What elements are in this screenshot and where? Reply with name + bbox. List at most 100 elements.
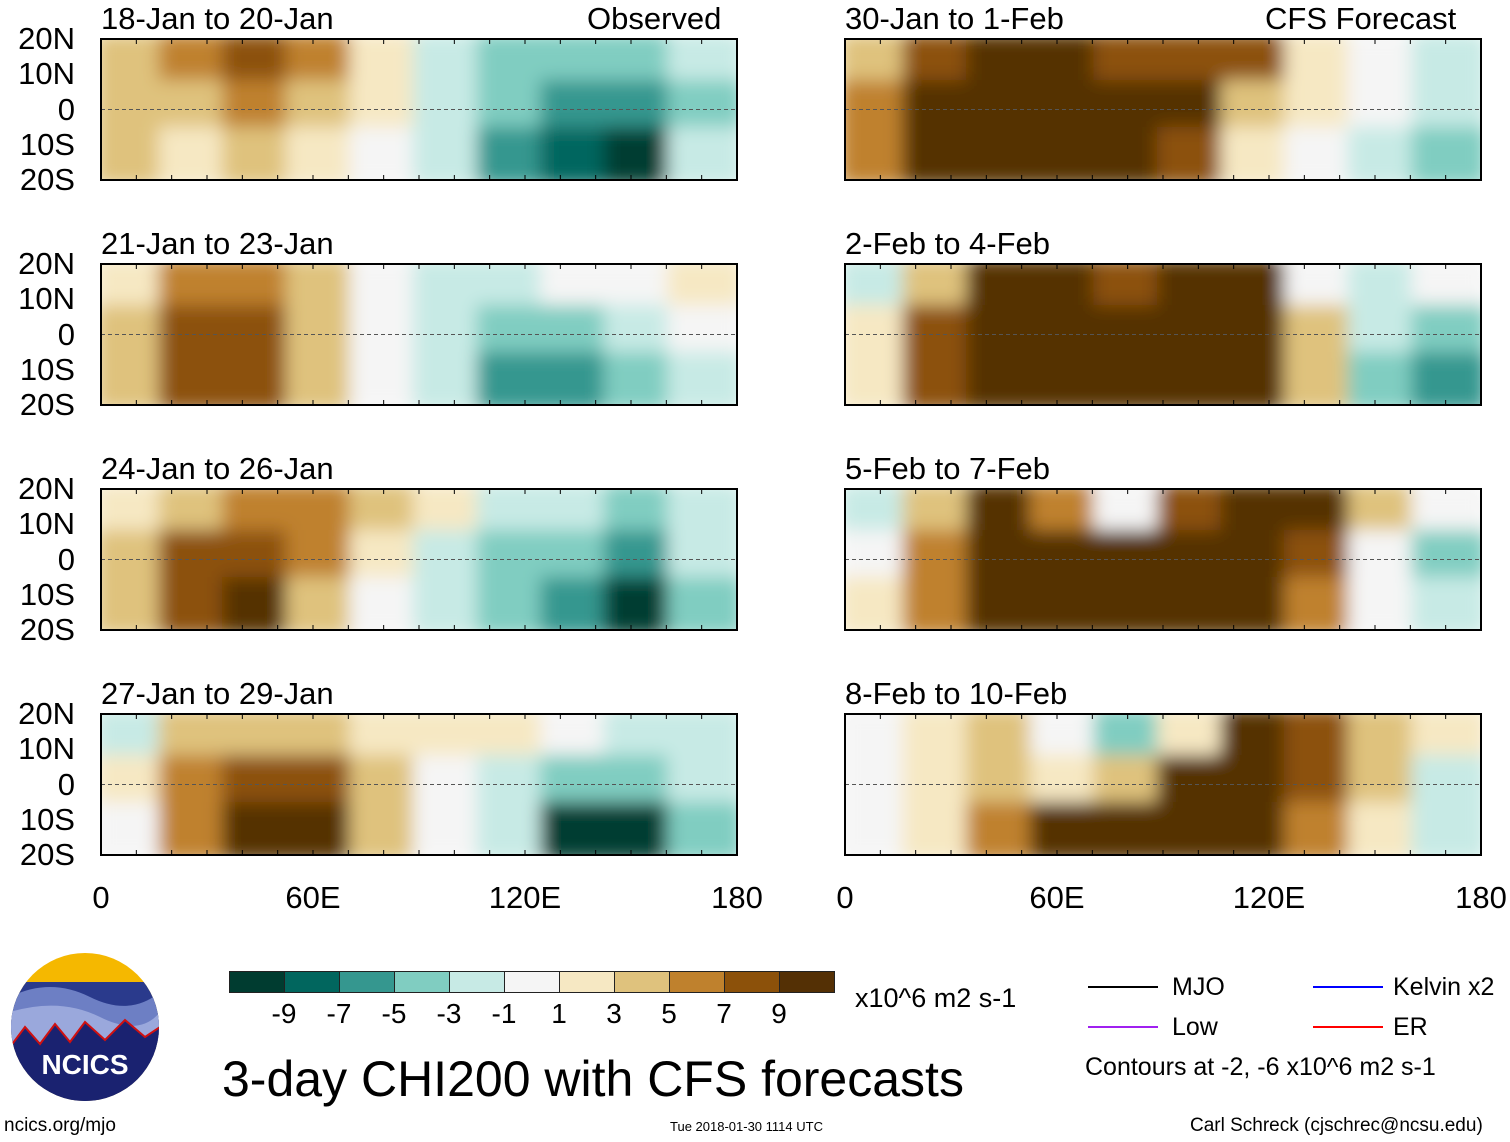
panel-title: 18-Jan to 20-Jan xyxy=(101,1,334,36)
figure-title: 3-day CHI200 with CFS forecasts xyxy=(222,1051,964,1107)
lat-label: 0 xyxy=(57,316,75,352)
chi200-map-panel xyxy=(844,488,1482,631)
anomaly-cell xyxy=(158,577,235,630)
lon-label: 120E xyxy=(1232,880,1306,915)
colorbar-label: -9 xyxy=(271,998,297,1029)
anomaly-cell xyxy=(1347,802,1424,855)
anomaly-cell xyxy=(540,577,616,630)
anomaly-cell xyxy=(1093,802,1169,855)
colorbar-swatch xyxy=(339,971,395,993)
panel-title: 21-Jan to 23-Jan xyxy=(101,226,334,261)
anomaly-cell xyxy=(158,352,235,405)
lat-label: 20S xyxy=(19,837,75,872)
anomaly-cell xyxy=(902,352,979,405)
anomaly-cell xyxy=(1093,352,1169,405)
colorbar-label: -3 xyxy=(436,998,462,1029)
chi200-map-panel xyxy=(100,263,738,406)
anomaly-cell xyxy=(476,577,553,630)
chi200-map-panel xyxy=(100,713,738,856)
colorbar-swatch xyxy=(669,971,725,993)
colorbar-units: x10^6 m2 s-1 xyxy=(855,983,1017,1013)
colorbar-swatch xyxy=(284,971,340,993)
anomaly-cell xyxy=(1411,577,1481,630)
chi200-map-panel xyxy=(844,38,1482,181)
colorbar-label: -5 xyxy=(381,998,407,1029)
anomaly-cell xyxy=(158,802,235,855)
anomaly-cell xyxy=(1411,802,1481,855)
anomaly-cell xyxy=(667,127,737,180)
colorbar-label: -1 xyxy=(491,998,517,1029)
contour-note: Contours at -2, -6 x10^6 m2 s-1 xyxy=(1085,1053,1436,1081)
anomaly-cell xyxy=(1411,352,1481,405)
anomaly-cell xyxy=(222,802,298,855)
anomaly-cell xyxy=(1284,352,1360,405)
colorbar-swatch xyxy=(559,971,615,993)
er-line-swatch xyxy=(1313,1026,1383,1028)
anomaly-cell xyxy=(1284,802,1360,855)
anomaly-cell xyxy=(540,127,616,180)
panel-title: 30-Jan to 1-Feb xyxy=(845,1,1064,36)
lat-label: 10S xyxy=(19,801,75,837)
anomaly-cell xyxy=(222,577,298,630)
lat-label: 20N xyxy=(18,21,75,56)
panel-title: 2-Feb to 4-Feb xyxy=(845,226,1051,261)
anomaly-cell xyxy=(1029,127,1106,180)
anomaly-cell xyxy=(476,127,553,180)
panel-title: 24-Jan to 26-Jan xyxy=(101,451,334,486)
anomaly-cell xyxy=(413,127,489,180)
anomaly-cell xyxy=(603,127,680,180)
anomaly-cell xyxy=(667,577,737,630)
chi200-map-panel xyxy=(844,713,1482,856)
anomaly-cell xyxy=(1347,352,1424,405)
lon-label: 0 xyxy=(92,880,110,915)
anomaly-cell xyxy=(413,577,489,630)
panel-title: 27-Jan to 29-Jan xyxy=(101,676,334,711)
forecast-header: CFS Forecast xyxy=(1265,1,1457,36)
anomaly-cell xyxy=(1093,127,1169,180)
colorbar-label: 5 xyxy=(661,998,677,1029)
anomaly-cell xyxy=(413,352,489,405)
anomaly-cell xyxy=(1093,577,1169,630)
lat-label: 20N xyxy=(18,696,75,731)
anomaly-cell xyxy=(1347,577,1424,630)
legend-low: Low xyxy=(1172,1013,1218,1041)
anomaly-cell xyxy=(285,577,362,630)
lat-label: 20S xyxy=(19,162,75,197)
anomaly-cell xyxy=(603,802,680,855)
anomaly-cell xyxy=(603,352,680,405)
colorbar-swatch xyxy=(504,971,560,993)
panel-title: 5-Feb to 7-Feb xyxy=(845,451,1051,486)
lat-label: 10N xyxy=(18,281,75,317)
anomaly-cell xyxy=(1220,577,1297,630)
anomaly-cell xyxy=(1029,802,1106,855)
anomaly-cell xyxy=(1157,127,1233,180)
lon-label: 180 xyxy=(1455,880,1507,915)
anomaly-cell xyxy=(1284,127,1360,180)
anomaly-cell xyxy=(1347,127,1424,180)
anomaly-cell xyxy=(1220,802,1297,855)
anomaly-cell xyxy=(902,127,979,180)
colorbar-swatch xyxy=(779,971,835,993)
legend-mjo: MJO xyxy=(1172,973,1225,1001)
logo-text: NCICS xyxy=(41,1049,128,1080)
footer-timestamp: Tue 2018-01-30 1114 UTC xyxy=(670,1119,823,1134)
colorbar-swatch xyxy=(614,971,670,993)
anomaly-cell xyxy=(667,802,737,855)
colorbar-label: 9 xyxy=(771,998,787,1029)
lon-label: 180 xyxy=(711,880,763,915)
footer-url[interactable]: ncics.org/mjo xyxy=(4,1115,116,1136)
lat-label: 0 xyxy=(57,766,75,802)
anomaly-cell xyxy=(1284,577,1360,630)
colorbar-swatch xyxy=(449,971,505,993)
legend-er: ER xyxy=(1393,1013,1428,1041)
anomaly-cell xyxy=(413,802,489,855)
anomaly-cell xyxy=(540,352,616,405)
anomaly-cell xyxy=(1029,577,1106,630)
colorbar-label: 7 xyxy=(716,998,732,1029)
lat-label: 0 xyxy=(57,91,75,127)
anomaly-cell xyxy=(1411,127,1481,180)
anomaly-cell xyxy=(902,577,979,630)
lat-label: 10N xyxy=(18,731,75,767)
colorbar-swatch xyxy=(394,971,450,993)
anomaly-cell xyxy=(349,352,425,405)
